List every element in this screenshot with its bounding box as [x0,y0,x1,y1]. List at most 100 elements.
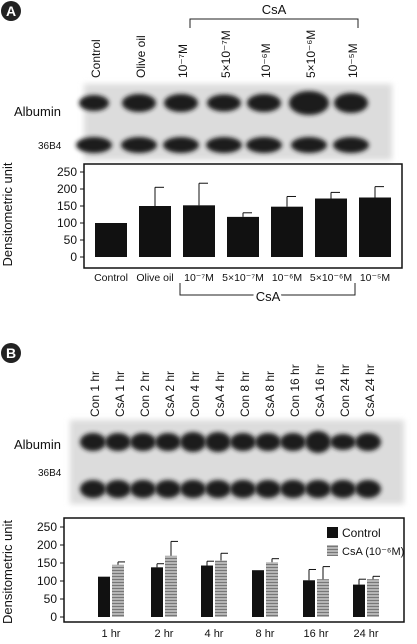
panel-b-bar-csa [165,555,177,617]
panel-b-bar-csa [112,564,124,617]
panel-a-bar [315,198,347,257]
albumin-band [247,94,281,112]
panel-b-y-tick-label: 50 [44,592,58,606]
panel-a-36b4-label: 36B4 [38,141,62,152]
panel-a-blot [76,84,392,160]
panel-a-y-tick-label: 150 [57,199,77,213]
panel-b-lane-label: CsA 16 hr [313,364,327,417]
36b4-band [163,137,199,153]
albumin-band [305,431,331,453]
36b4-band [121,137,157,153]
panel-a-y-tick-label: 100 [57,216,77,230]
panel-a-lane-label: 5×10⁻⁷M [219,30,233,78]
36b4-band [333,137,369,153]
panel-b-legend: Control CsA (10⁻⁶M) [327,526,404,558]
panel-a-lane-labels: Control Olive oil 10⁻⁷M 5×10⁻⁷M 10⁻⁶M 5×10⁻⁶M… [89,30,360,78]
panel-b-lane-label: Con 1 hr [88,371,102,417]
panel-b-lane-label: Con 2 hr [138,371,152,417]
panel-b-bar-csa [266,562,278,617]
panel-a-y-tick-label: 250 [57,165,77,179]
panel-b-blot [70,420,404,504]
panel-a-x-tick-label: 5×10⁻⁶M [310,272,352,284]
legend-label-control: Control [342,526,381,540]
36b4-band [130,480,156,498]
36b4-band [246,137,282,153]
36b4-band [255,480,281,498]
panel-a-y-tick-label: 200 [57,182,77,196]
panel-a-lane-label: 10⁻⁷M [176,44,190,78]
panel-a-badge-circle [1,1,21,21]
36b4-band [355,480,381,498]
panel-a-x-tick-label: 10⁻⁷M [184,272,214,284]
panel-a-top-bracket-label: CsA [262,2,287,17]
36b4-band [76,137,112,153]
36b4-band [291,137,327,153]
panel-b-lane-label: CsA 8 hr [263,371,277,417]
albumin-band [255,433,281,451]
panel-b-bar-control [252,570,264,617]
panel-b-bar-csa [215,560,227,617]
panel-b-y-tick-label: 250 [37,520,57,534]
albumin-band [155,433,181,451]
panel-a-badge: A [6,3,16,19]
legend-label-csa: CsA (10⁻⁶M) [342,546,404,558]
panel-a-y-tick-label: 50 [64,233,78,247]
36b4-band [205,480,231,498]
panel-a-y-tick-label: 0 [70,250,77,264]
panel-a-bar [95,223,127,257]
panel-a-bar [271,206,303,257]
albumin-band [105,433,131,451]
panel-b-lane-label: Con 24 hr [338,364,352,417]
panel-a-y-label: Densitometric unit [0,162,15,266]
36b4-band [280,480,306,498]
panel-b-bar-control [151,567,163,617]
panel-a-bottom-bracket [179,283,356,296]
panel-a-x-tick-label: Control [94,272,128,284]
panel-a-top-bracket [189,18,359,28]
albumin-band [130,433,156,451]
panel-b-bar-control [353,584,365,617]
panel-b-x-tick-label: 24 hr [353,628,378,640]
panel-b-bar-chart: 0 50 100 150 200 250 Densitometric unit 1 hr 2 h… [0,517,405,640]
panel-b-lane-label: Con 16 hr [288,364,302,417]
panel-b-x-tick-label: 2 hr [155,628,174,640]
panel-a-bar [139,206,171,257]
panel-a-bar [227,216,259,257]
panel-b-lane-label: CsA 1 hr [113,371,127,417]
albumin-band [289,91,329,115]
panel-b-y-tick-label: 150 [37,556,57,570]
panel-b-bar-control [201,565,213,617]
panel-b-lane-label: CsA 2 hr [163,371,177,417]
panel-b-y-tick-label: 200 [37,538,57,552]
36b4-band [305,480,331,498]
albumin-band [230,433,256,451]
panel-a-x-tick-label: 10⁻⁶M [272,272,302,284]
36b4-band [180,480,206,498]
albumin-band [122,94,156,112]
panel-a-lane-label: Control [89,39,103,78]
albumin-band [280,433,306,451]
albumin-band [355,433,381,451]
legend-swatch-csa [327,545,338,556]
panel-a-lane-label: Olive oil [134,35,148,78]
panel-b-lane-label: Con 4 hr [188,371,202,417]
panel-b-bar-control [98,576,110,617]
panel-b-bar-csa [367,579,379,617]
panel-b-x-tick-label: 4 hr [205,628,224,640]
panel-a-x-tick-label: 5×10⁻⁷M [222,272,264,284]
albumin-band [334,93,368,113]
panel-b-x-tick-label: 16 hr [303,628,328,640]
panel-b-bar-csa [317,579,329,617]
panel-a-lane-label: 10⁻⁵M [346,43,360,78]
panel-a-albumin-label: Albumin [14,104,61,119]
panel-b-lane-label: CsA 24 hr [363,364,377,417]
36b4-band [206,137,242,153]
albumin-band [205,432,231,452]
panel-b-36b4-label: 36B4 [38,468,62,479]
albumin-band [79,95,109,111]
panel-b-lane-label: Con 8 hr [238,371,252,417]
panel-a-lane-label: 10⁻⁶M [259,43,273,78]
panel-a-bottom-bracket-label: CsA [256,289,281,304]
panel-a-lane-label: 5×10⁻⁶M [304,30,318,78]
